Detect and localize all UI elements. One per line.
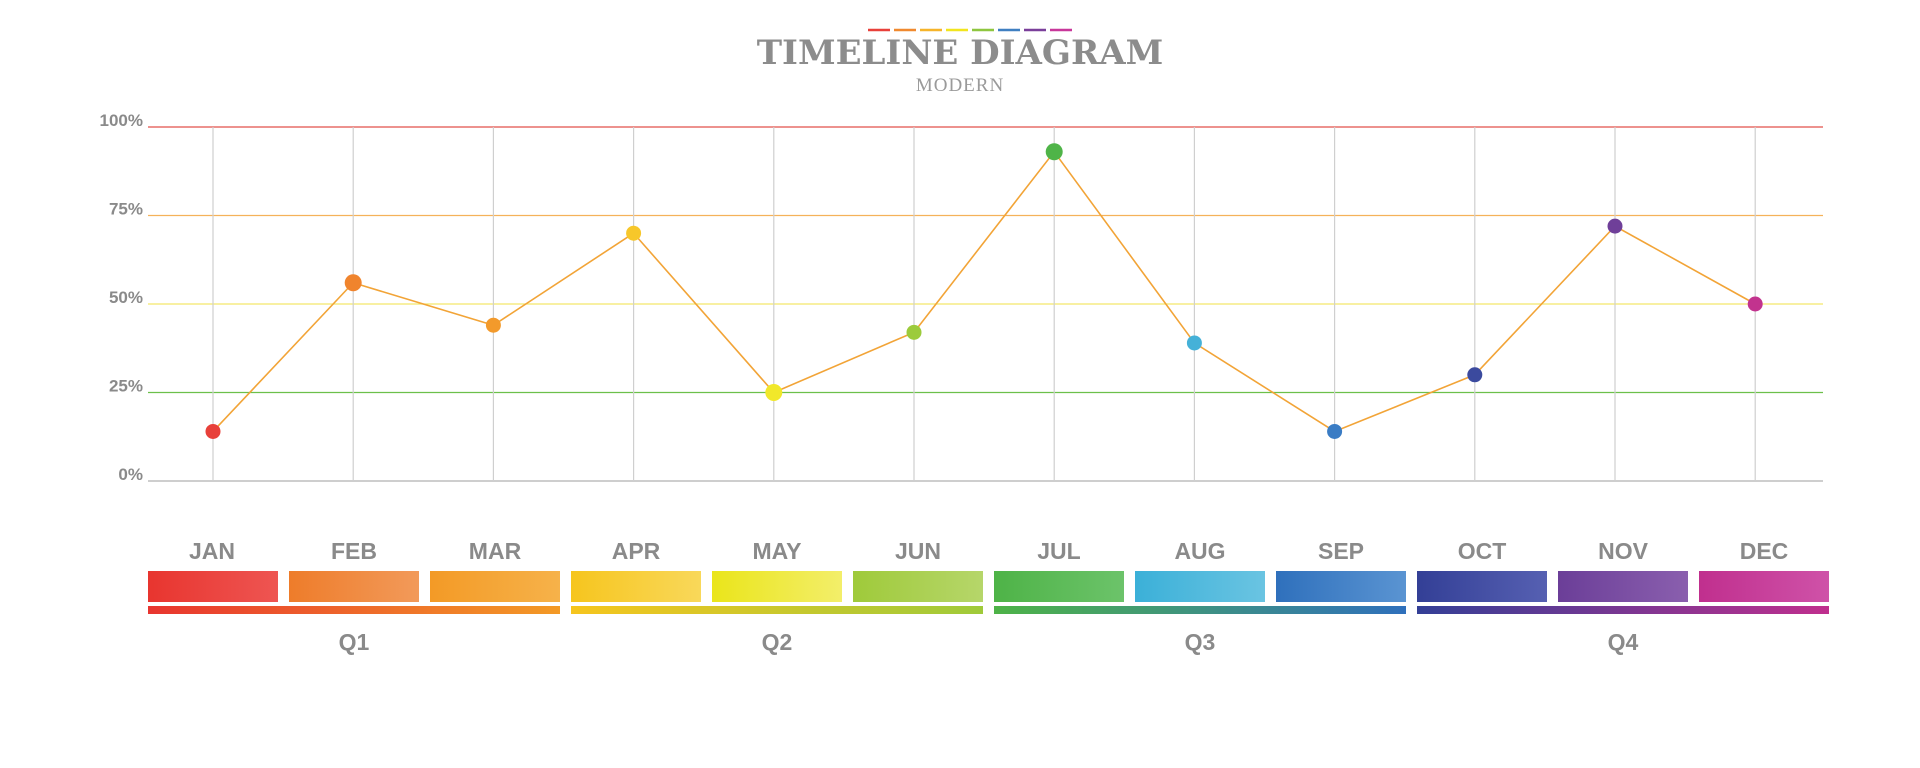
month-label-feb: FEB bbox=[331, 538, 377, 564]
month-band-sep bbox=[1276, 571, 1406, 602]
chart-title: TIMELINE DIAGRAM bbox=[757, 33, 1163, 73]
y-tick-label: 25% bbox=[109, 377, 143, 396]
month-band-mar bbox=[430, 571, 560, 602]
data-point-mar bbox=[485, 317, 501, 333]
month-band-nov bbox=[1558, 571, 1688, 602]
month-label-may: MAY bbox=[753, 538, 802, 564]
month-label-apr: APR bbox=[612, 538, 661, 564]
quarter-label-q4: Q4 bbox=[1608, 629, 1639, 655]
data-points bbox=[205, 143, 1763, 439]
month-label-jan: JAN bbox=[189, 538, 235, 564]
series-polyline bbox=[212, 150, 1756, 433]
month-label-jul: JUL bbox=[1037, 538, 1080, 564]
quarter-bar-q1 bbox=[148, 606, 560, 614]
month-band-feb bbox=[289, 571, 419, 602]
month-label-oct: OCT bbox=[1458, 538, 1507, 564]
quarter-bars: Q1 Q2 Q3 Q4 bbox=[148, 606, 1829, 655]
month-label-nov: NOV bbox=[1598, 538, 1649, 564]
month-label-jun: JUN bbox=[895, 538, 941, 564]
month-label-dec: DEC bbox=[1740, 538, 1789, 564]
series-line bbox=[212, 150, 1756, 433]
month-band-aug bbox=[1135, 571, 1265, 602]
horizontal-gridlines bbox=[148, 126, 1823, 482]
month-band-jun bbox=[853, 571, 983, 602]
month-label-sep: SEP bbox=[1318, 538, 1364, 564]
quarter-bar-q4 bbox=[1417, 606, 1829, 614]
quarter-label-q1: Q1 bbox=[339, 629, 370, 655]
data-point-may bbox=[765, 384, 783, 401]
month-band-jan bbox=[148, 571, 278, 602]
month-bands bbox=[148, 571, 1829, 602]
quarter-bar-q3 bbox=[994, 606, 1406, 614]
month-label-aug: AUG bbox=[1174, 538, 1225, 564]
data-point-sep bbox=[1327, 423, 1343, 439]
data-point-apr bbox=[626, 225, 642, 241]
y-tick-label: 0% bbox=[118, 465, 143, 484]
data-point-jan bbox=[205, 423, 221, 439]
month-labels: JAN FEB MAR APR MAY JUN JUL AUG SEP OCT NOV DEC bbox=[189, 538, 1788, 564]
month-band-apr bbox=[571, 571, 701, 602]
month-band-oct bbox=[1417, 571, 1547, 602]
month-label-mar: MAR bbox=[469, 538, 522, 564]
data-point-jun bbox=[906, 324, 922, 340]
quarter-bar-q2 bbox=[571, 606, 983, 614]
quarter-label-q3: Q3 bbox=[1185, 629, 1216, 655]
y-tick-label: 50% bbox=[109, 288, 143, 307]
quarter-label-q2: Q2 bbox=[762, 629, 793, 655]
data-point-aug bbox=[1186, 335, 1202, 351]
data-point-dec bbox=[1747, 296, 1763, 312]
month-band-may bbox=[712, 571, 842, 602]
chart-subtitle: MODERN bbox=[916, 75, 1004, 96]
data-point-oct bbox=[1467, 367, 1483, 383]
month-band-jul bbox=[994, 571, 1124, 602]
y-tick-label: 75% bbox=[109, 200, 143, 219]
data-point-feb bbox=[344, 274, 362, 292]
y-tick-label: 100% bbox=[100, 111, 143, 130]
month-band-dec bbox=[1699, 571, 1829, 602]
data-point-jul bbox=[1045, 143, 1063, 161]
y-axis-ticks: 0% 25% 50% 75% 100% bbox=[100, 111, 143, 484]
data-point-nov bbox=[1607, 218, 1623, 234]
